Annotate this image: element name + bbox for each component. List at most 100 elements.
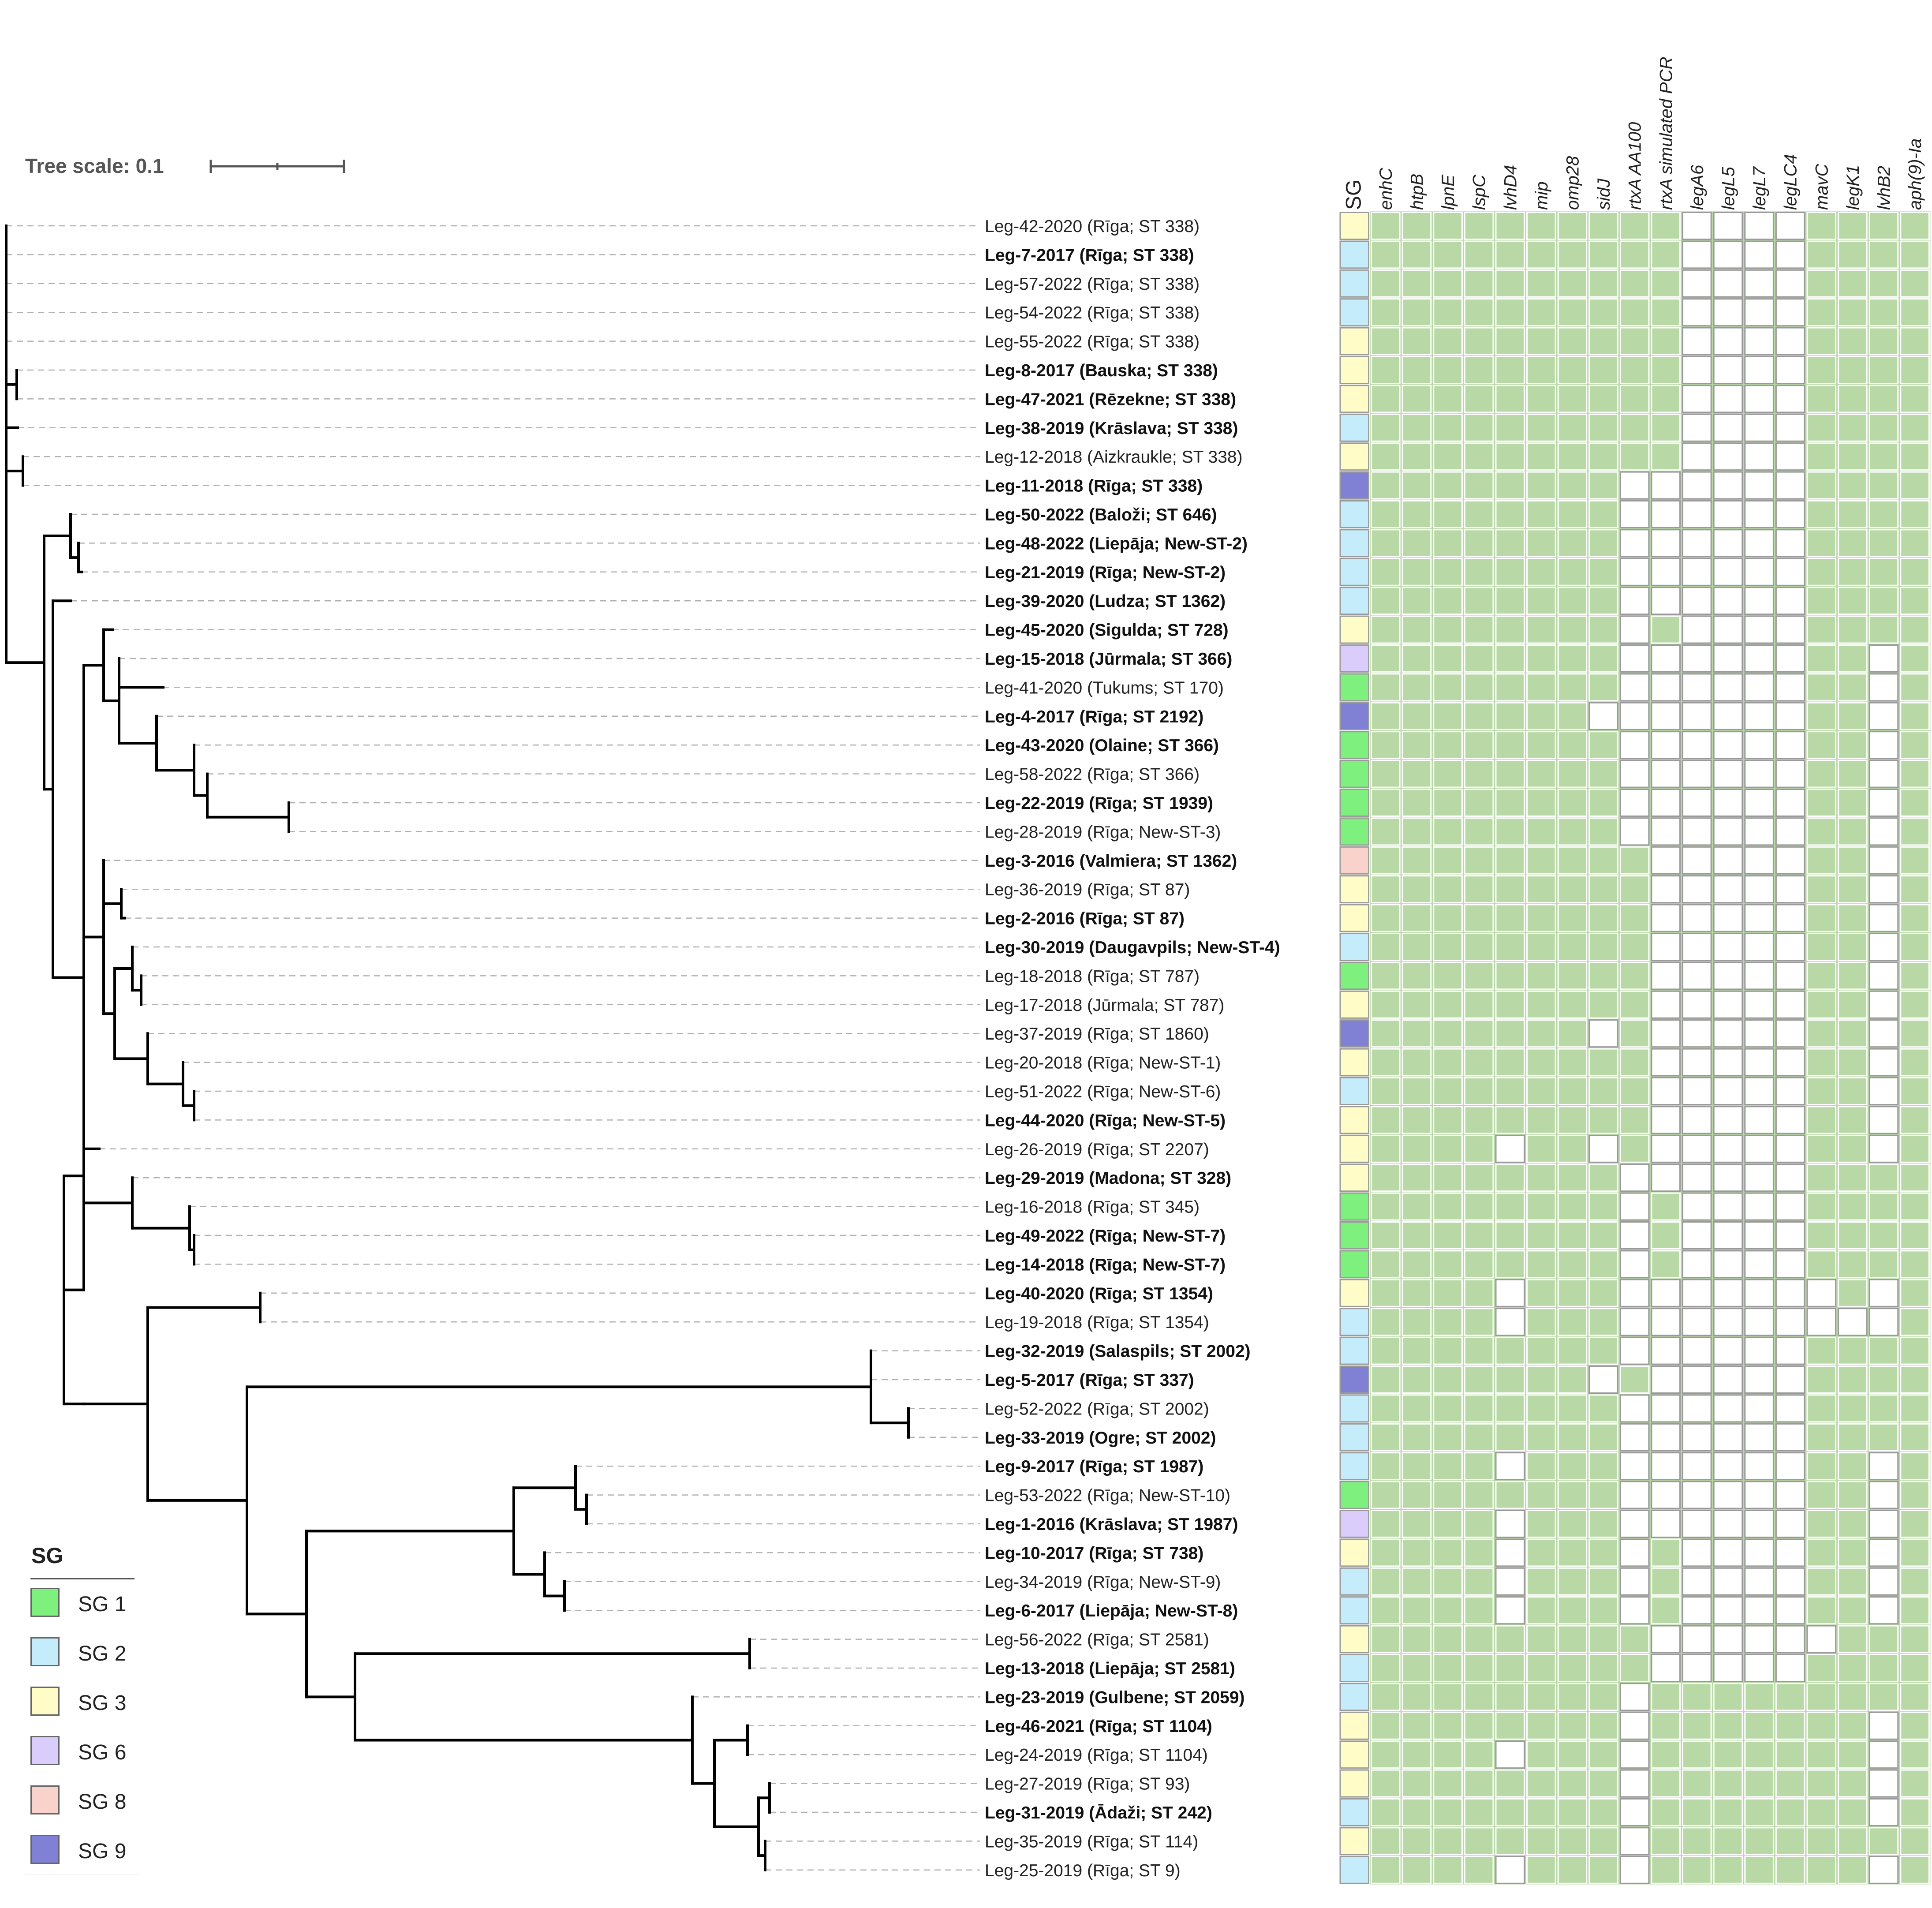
gene-cell	[1526, 1683, 1556, 1711]
gene-cell	[1371, 990, 1401, 1019]
gene-cell	[1713, 269, 1743, 298]
leaf-label: Leg-27-2019 (Rīga; ST 93)	[985, 1775, 1190, 1794]
sg-legend: SG SG 1 SG 2 SG 3 SG 6 SG 8 SG 9	[25, 1539, 139, 1874]
gene-cell	[1713, 1019, 1743, 1048]
gene-cell	[1401, 1769, 1432, 1798]
gene-cell	[1868, 1308, 1899, 1336]
gene-cell	[1619, 1452, 1650, 1481]
sg-cell	[1339, 1164, 1370, 1192]
gene-cell	[1806, 1279, 1837, 1307]
gene-cell	[1464, 471, 1494, 500]
gene-cell	[1588, 1366, 1618, 1394]
gene-cell	[1651, 875, 1681, 904]
gene-cell	[1744, 385, 1774, 413]
gene-cell	[1806, 557, 1837, 586]
gene-cell	[1495, 1250, 1525, 1279]
gene-cell	[1526, 1423, 1556, 1452]
sg-cell	[1339, 1481, 1370, 1509]
gene-cell	[1557, 327, 1588, 355]
leaf-label: Leg-57-2022 (Rīga; ST 338)	[985, 275, 1200, 294]
leaf-label: Leg-12-2018 (Aizkraukle; ST 338)	[985, 448, 1243, 467]
gene-cell	[1401, 1654, 1432, 1682]
gene-cell	[1401, 702, 1432, 730]
gene-cell	[1651, 471, 1681, 500]
gene-cell	[1838, 1827, 1868, 1856]
leaf-label: Leg-18-2018 (Rīga; ST 787)	[985, 967, 1200, 986]
gene-cell	[1557, 1019, 1588, 1048]
leaf-label: Leg-1-2016 (Krāslava; ST 1987)	[985, 1515, 1238, 1534]
gene-cell	[1588, 1221, 1618, 1250]
gene-cell	[1744, 1164, 1774, 1192]
gene-cell	[1557, 356, 1588, 384]
gene-cell	[1651, 1250, 1681, 1279]
gene-cell	[1557, 1827, 1588, 1856]
gene-cell	[1682, 269, 1712, 298]
gene-cell	[1557, 904, 1588, 932]
gene-cell	[1464, 1596, 1494, 1625]
gene-cell	[1744, 269, 1774, 298]
gene-cell	[1868, 1798, 1899, 1826]
gene-cell	[1713, 413, 1743, 442]
gene-cell	[1588, 1423, 1618, 1452]
gene-cell	[1775, 644, 1805, 673]
leaf-label: Leg-38-2019 (Krāslava; ST 338)	[985, 419, 1238, 438]
gene-cell	[1744, 471, 1774, 500]
sg-cell	[1339, 1250, 1370, 1279]
gene-cell	[1775, 759, 1805, 788]
gene-cell	[1495, 875, 1525, 904]
gene-cell	[1775, 673, 1805, 702]
gene-cell	[1495, 269, 1525, 298]
gene-cell	[1433, 471, 1463, 500]
gene-cell	[1401, 356, 1432, 384]
gene-cell	[1806, 1567, 1837, 1596]
sg-cell	[1339, 1654, 1370, 1682]
gene-cell	[1557, 1596, 1588, 1625]
gene-cell	[1495, 413, 1525, 442]
gene-cell	[1651, 1740, 1681, 1769]
gene-cell	[1838, 1452, 1868, 1481]
gene-cell	[1588, 990, 1618, 1019]
gene-cell	[1619, 212, 1650, 240]
gene-cell	[1588, 1048, 1618, 1077]
gene-cell	[1495, 1567, 1525, 1596]
gene-cell	[1619, 1019, 1650, 1048]
gene-cell	[1713, 1538, 1743, 1567]
gene-cell	[1838, 1481, 1868, 1509]
gene-cell	[1806, 961, 1837, 990]
gene-cell	[1682, 1423, 1712, 1452]
gene-cell	[1433, 904, 1463, 932]
gene-cell	[1713, 789, 1743, 817]
gene-cell	[1744, 1538, 1774, 1567]
gene-cell	[1775, 1740, 1805, 1769]
gene-cell	[1713, 471, 1743, 500]
gene-cell	[1433, 356, 1463, 384]
gene-cell	[1619, 904, 1650, 932]
gene-cell	[1464, 846, 1494, 875]
leaf-label: Leg-29-2019 (Madona; ST 328)	[985, 1169, 1231, 1188]
gene-cell	[1557, 442, 1588, 471]
gene-cell	[1713, 385, 1743, 413]
gene-cell	[1526, 471, 1556, 500]
column-header: legLC4	[1781, 154, 1801, 210]
leaf-label: Leg-46-2021 (Rīga; ST 1104)	[985, 1717, 1212, 1736]
gene-cell	[1371, 731, 1401, 759]
gene-cell	[1526, 385, 1556, 413]
gene-cell	[1651, 1596, 1681, 1625]
gene-cell	[1588, 1510, 1618, 1538]
gene-cell	[1433, 933, 1463, 961]
gene-cell	[1838, 1769, 1868, 1798]
gene-cell	[1464, 1336, 1494, 1365]
gene-cell	[1713, 759, 1743, 788]
gene-cell	[1838, 1106, 1868, 1134]
gene-cell	[1464, 557, 1494, 586]
gene-cell	[1651, 1711, 1681, 1740]
gene-cell	[1900, 1510, 1930, 1538]
gene-cell	[1526, 1567, 1556, 1596]
gene-cell	[1744, 212, 1774, 240]
gene-cell	[1526, 759, 1556, 788]
gene-cell	[1713, 1481, 1743, 1509]
gene-cell	[1806, 1856, 1837, 1884]
gene-cell	[1900, 990, 1930, 1019]
gene-cell	[1775, 1596, 1805, 1625]
gene-cell	[1900, 817, 1930, 846]
